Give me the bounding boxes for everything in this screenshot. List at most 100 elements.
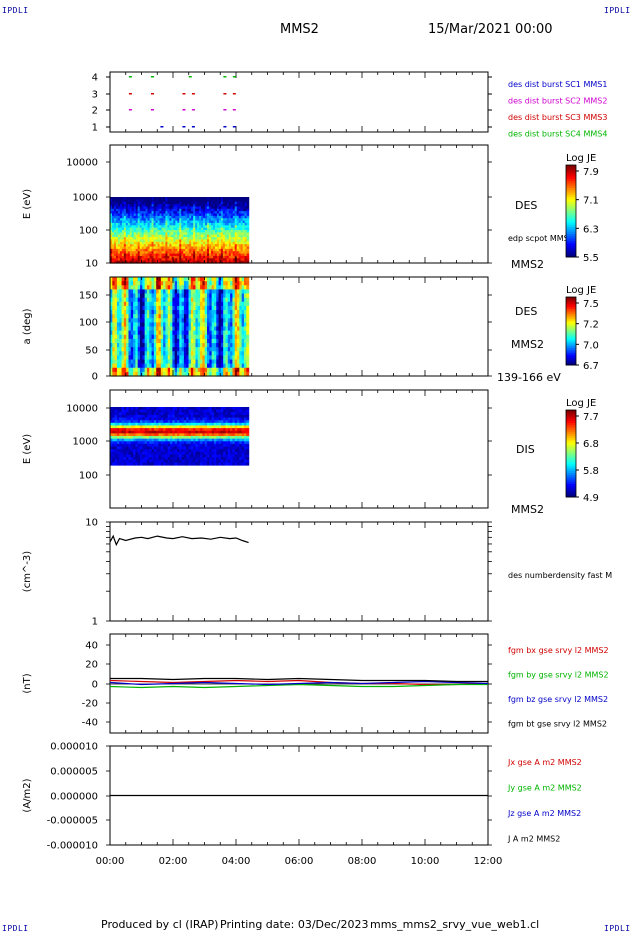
current-ytick-label: -0.000010 — [47, 841, 98, 852]
des-pitch-sc-label: MMS2 — [511, 338, 544, 351]
burst-legend-label: des dist burst SC3 MMS3 — [508, 113, 607, 122]
burst-mark-sc4 — [232, 76, 236, 78]
current-legend-label: Jy gse A m2 MMS2 — [507, 784, 582, 793]
x-tick-label: 00:00 — [96, 856, 125, 867]
burst-mark-sc1 — [223, 126, 227, 128]
des-pitch-colorbar-tick-label: 7.5 — [583, 299, 599, 310]
burst-mark-sc3 — [232, 93, 236, 95]
burst-mark-sc4 — [128, 76, 132, 78]
spacecraft-title: MMS2 — [280, 22, 319, 37]
fgm-legend-label: fgm bt gse srvy l2 MMS2 — [508, 720, 607, 729]
footer-filename: mms_mms2_srvy_vue_web1.cl — [370, 918, 540, 931]
burst-ytick-label: 2 — [92, 106, 98, 117]
burst-mark-sc1 — [182, 126, 186, 128]
des-energy-ytick-label: 10000 — [66, 158, 98, 169]
des-pitch-ytick-label: 0 — [92, 372, 98, 383]
burst-ytick-label: 1 — [92, 123, 98, 134]
fgm-ytick-label: 20 — [85, 660, 98, 671]
des-energy-cells — [110, 197, 250, 264]
density-ylabel: (cm^-3) — [22, 551, 33, 592]
des-pitch-colorbar-frame — [565, 296, 577, 366]
dis-energy-colorbar-tick-label: 4.9 — [583, 493, 599, 504]
des-energy-colorbar-tick-label: 7.9 — [583, 167, 599, 178]
current-ytick-label: 0.000000 — [50, 792, 98, 803]
x-tick-label: 04:00 — [222, 856, 251, 867]
burst-mark-sc2 — [182, 109, 186, 111]
fgm-series-by — [109, 683, 488, 689]
x-tick-label: 02:00 — [159, 856, 188, 867]
burst-legend-label: des dist burst SC1 MMS1 — [508, 80, 607, 89]
dis-energy-ylabel: E (eV) — [22, 434, 33, 464]
current-legend-label: J A m2 MMS2 — [507, 835, 560, 844]
burst-ytick-label: 3 — [92, 90, 98, 101]
dis-energy-colorbar — [566, 410, 576, 498]
des-energy-colorbar-tick-label: 5.5 — [583, 253, 599, 264]
fgm-series-bt — [110, 677, 488, 683]
burst-mark-sc1 — [191, 126, 195, 128]
current-legend-label: Jz gse A m2 MMS2 — [507, 809, 581, 818]
dis-energy-colorbar-title: Log JE — [566, 398, 596, 409]
dis-energy-label: DIS — [516, 443, 535, 456]
fgm-series-bz — [109, 680, 489, 686]
density-panel-frame — [109, 521, 489, 622]
burst-mark-sc3 — [150, 93, 154, 95]
dis-energy-colorbar-tick-label: 7.7 — [583, 412, 599, 423]
des-energy-ytick-label: 10 — [85, 259, 98, 270]
burst-panel-frame — [109, 71, 489, 133]
density-ytick-label: 10 — [85, 518, 98, 529]
corner-label-top-right: IPDLI — [604, 6, 630, 15]
x-tick-label: 06:00 — [285, 856, 314, 867]
density-series-des-numberdensity-fast-M — [109, 534, 249, 547]
x-tick-label: 10:00 — [411, 856, 440, 867]
des-energy-colorbar-title: Log JE — [566, 153, 596, 164]
des-pitch-ytick-label: 150 — [79, 291, 98, 302]
current-ytick-label: -0.000005 — [47, 816, 98, 827]
fgm-legend-label: fgm bz gse srvy l2 MMS2 — [508, 695, 608, 704]
des-energy-ytick-label: 1000 — [73, 193, 98, 204]
x-tick-label: 12:00 — [474, 856, 503, 867]
burst-mark-sc2 — [223, 109, 227, 111]
burst-mark-sc4 — [188, 76, 192, 78]
footer-producer: Produced by cl (IRAP) — [101, 918, 219, 931]
fgm-ylabel: (nT) — [22, 673, 33, 693]
current-ylabel: (A/m2) — [22, 778, 33, 812]
burst-mark-sc2 — [191, 109, 195, 111]
des-pitch-ytick-label: 100 — [79, 318, 98, 329]
fgm-ytick-label: -40 — [82, 718, 98, 729]
des-energy-colorbar-frame — [565, 164, 577, 258]
burst-mark-sc2 — [150, 109, 154, 111]
density-ytick-label: 1 — [92, 617, 98, 628]
des-pitch-energy-range: 139-166 eV — [497, 371, 561, 384]
des-energy-colorbar — [566, 165, 576, 258]
dis-energy-sc-label: MMS2 — [511, 503, 544, 516]
burst-ytick-label: 4 — [92, 73, 98, 84]
des-pitch-ylabel: a (deg) — [22, 308, 33, 344]
des-energy-colorbar-tick-label: 6.3 — [583, 224, 599, 235]
fgm-legend-label: fgm bx gse srvy l2 MMS2 — [508, 646, 609, 655]
dis-energy-ytick-label: 100 — [79, 471, 98, 482]
density-legend-label: des numberdensity fast M — [508, 571, 612, 580]
footer-printing-date: Printing date: 03/Dec/2023 — [220, 918, 369, 931]
burst-mark-sc3 — [128, 93, 132, 95]
dis-energy-colorbar-tick-label: 5.8 — [583, 466, 599, 477]
des-pitch-cells — [110, 277, 250, 377]
corner-label-bottom-left: IPDLI — [2, 924, 29, 933]
current-legend-label: Jx gse A m2 MMS2 — [507, 758, 582, 767]
burst-mark-sc4 — [150, 76, 154, 78]
fgm-legend-label: fgm by gse srvy l2 MMS2 — [508, 671, 609, 680]
current-ytick-label: 0.000005 — [50, 767, 98, 778]
burst-mark-sc4 — [223, 76, 227, 78]
fgm-ytick-label: -20 — [82, 699, 98, 710]
dis-energy-colorbar-tick-label: 6.8 — [583, 439, 599, 450]
des-pitch-label: DES — [515, 305, 537, 318]
des-energy-colorbar-tick-label: 7.1 — [583, 196, 599, 207]
des-pitch-colorbar — [566, 297, 576, 366]
corner-label-top-left: IPDLI — [2, 6, 29, 15]
des-energy-scpot-label: edp scpot MMS2 — [508, 234, 574, 243]
burst-mark-sc2 — [128, 109, 132, 111]
burst-mark-sc3 — [223, 93, 227, 95]
des-pitch-colorbar-title: Log JE — [566, 285, 596, 296]
fgm-series-bx — [109, 679, 489, 686]
dis-energy-ytick-label: 10000 — [66, 404, 98, 415]
burst-mark-sc2 — [232, 109, 236, 111]
